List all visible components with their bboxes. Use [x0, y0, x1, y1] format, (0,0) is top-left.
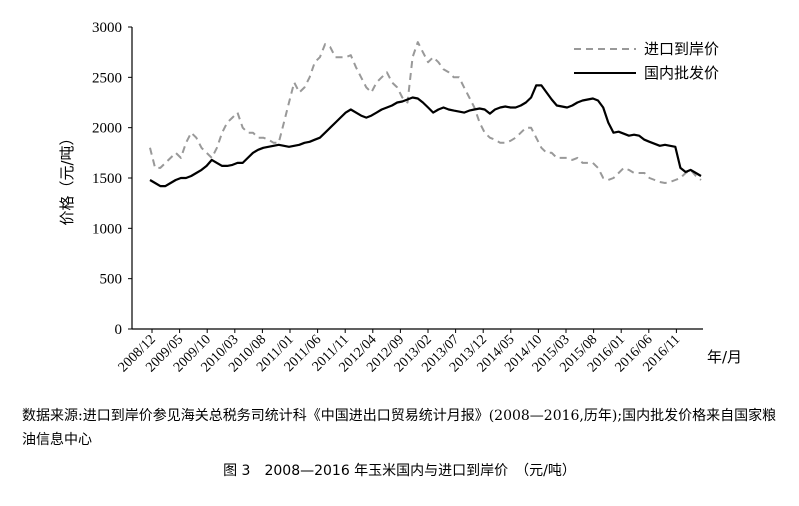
- legend-label-domestic: 国内批发价: [644, 64, 719, 82]
- series-lines: [149, 41, 702, 188]
- y-tick-label: 1500: [92, 171, 122, 187]
- y-ticks: 0 500 1000 1500 2000 2500 3000: [92, 20, 132, 338]
- line-chart: 0 500 1000 1500 2000 2500 3000 2008/122009/052…: [58, 20, 742, 375]
- y-tick-label: 500: [100, 272, 123, 288]
- data-source-note: 数据来源:进口到岸价参见海关总税务司统计科《中国进出口贸易统计月报》(2008—…: [22, 408, 777, 448]
- x-ticks: 2008/122009/052009/102010/032010/082011/…: [116, 329, 683, 375]
- legend-label-import: 进口到岸价: [644, 40, 719, 58]
- y-axis-label: 价格（元/吨）: [58, 130, 76, 225]
- figure-caption: 图 3 2008—2016 年玉米国内与进口到岸价 （元/吨）: [223, 463, 576, 479]
- y-tick-label: 1000: [92, 221, 122, 237]
- series-line-domestic-price: [149, 84, 702, 188]
- y-tick-label: 3000: [92, 20, 122, 36]
- series-line-import-price: [149, 41, 702, 184]
- legend: 进口到岸价 国内批发价: [574, 40, 719, 82]
- y-tick-label: 0: [115, 322, 123, 338]
- y-tick-label: 2000: [92, 121, 122, 137]
- x-axis-label: 年/月: [707, 348, 742, 366]
- y-tick-label: 2500: [92, 70, 122, 86]
